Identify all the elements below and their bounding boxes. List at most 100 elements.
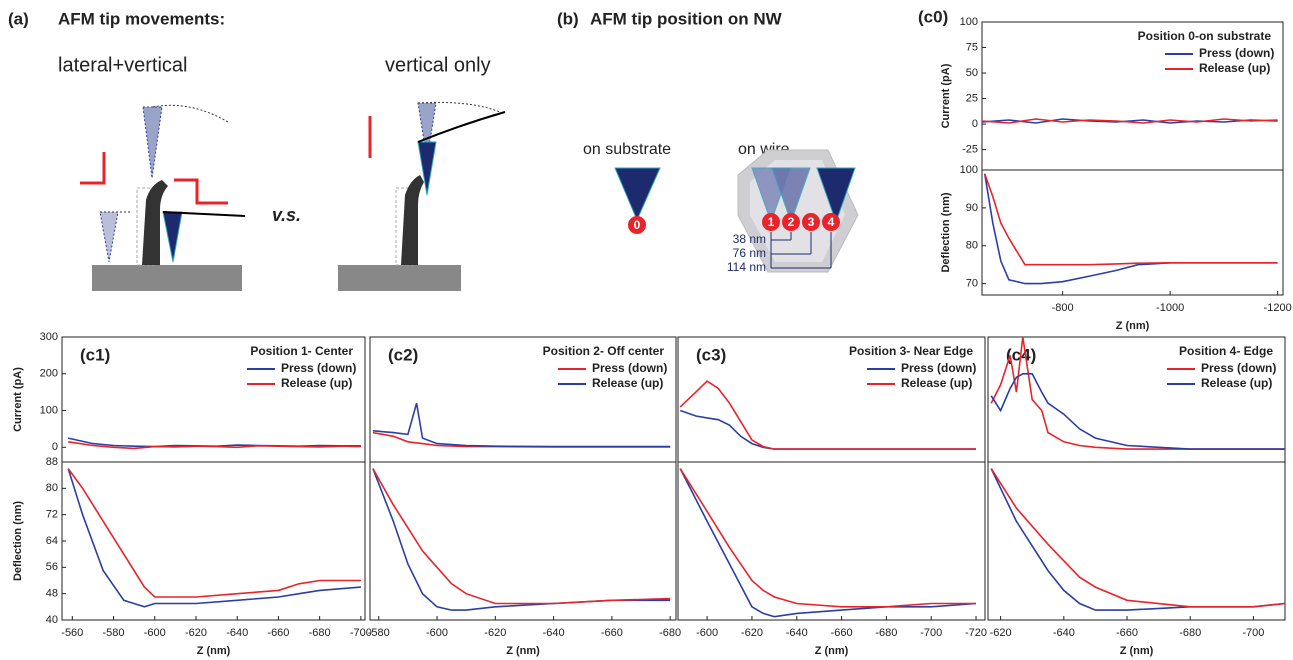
caption: lateral+vertical	[58, 54, 188, 76]
x-tick-label: -580	[368, 627, 390, 639]
legend-label: Release (up)	[281, 376, 352, 390]
x-axis-label: Z (nm)	[1120, 645, 1154, 657]
x-tick-label: -660	[831, 627, 853, 639]
panel-label: (a)	[8, 9, 29, 28]
x-tick-label: -620	[990, 627, 1012, 639]
diagram-left	[80, 104, 246, 291]
marker: 4	[828, 215, 835, 229]
diagram-right	[338, 101, 506, 291]
x-axis-label: Z (nm)	[506, 645, 540, 657]
data-line	[990, 468, 1286, 611]
y-tick-label: 80	[46, 482, 58, 494]
legend-title: Position 3- Near Edge	[849, 344, 973, 358]
y-tick-label: 48	[46, 588, 58, 600]
data-line	[372, 402, 671, 448]
y-tick-label: 64	[46, 535, 58, 547]
x-axis-label: Z (nm)	[815, 645, 849, 657]
versus: v.s.	[272, 205, 301, 225]
plot-frame	[981, 169, 1284, 296]
panel-label: (c2)	[388, 345, 418, 364]
caption: on substrate	[583, 141, 671, 158]
y-tick-label: 75	[966, 41, 978, 53]
x-tick-label: -640	[786, 627, 808, 639]
legend-label: Press (down)	[281, 361, 356, 375]
legend-label: Press (down)	[1199, 46, 1274, 60]
x-tick-label: -700	[350, 627, 372, 639]
data-line	[983, 173, 1278, 285]
y-tick-label: 80	[966, 240, 978, 252]
data-line	[679, 468, 977, 618]
legend-label: Release (up)	[1201, 376, 1272, 390]
y-tick-label: 25	[966, 92, 978, 104]
x-tick-label: -720	[965, 627, 987, 639]
x-tick-label: -800	[1052, 302, 1074, 314]
y-tick-label: 200	[40, 368, 58, 380]
data-line	[990, 373, 1285, 450]
y-tick-label: 0	[972, 118, 978, 130]
y-tick-label: 56	[46, 561, 58, 573]
data-line	[372, 468, 671, 605]
plot-frame	[987, 461, 1286, 621]
panel-label: (c0)	[918, 7, 948, 26]
data-line	[372, 431, 671, 448]
data-line	[679, 468, 976, 608]
y-tick-label: 100	[960, 164, 978, 176]
legend-title: Position 4- Edge	[1179, 344, 1273, 358]
data-line	[679, 380, 976, 450]
x-tick-label: -640	[543, 627, 565, 639]
x-axis-label: Z (nm)	[1116, 320, 1150, 332]
x-tick-label: -660	[267, 627, 289, 639]
panel-label: (c1)	[80, 345, 110, 364]
y-axis-label: Current (pA)	[12, 367, 24, 432]
x-tick-label: -640	[1053, 627, 1075, 639]
legend-label: Release (up)	[1199, 61, 1270, 75]
x-tick-label: -620	[741, 627, 763, 639]
legend-title: Position 2- Off center	[543, 344, 665, 358]
marker: 1	[768, 215, 775, 229]
y-tick-label: 40	[46, 614, 58, 626]
legend-title: Position 0-on substrate	[1138, 29, 1272, 43]
legend-label: Press (down)	[592, 361, 667, 375]
x-tick-label: -1200	[1264, 302, 1292, 314]
y-tick-label: 90	[966, 202, 978, 214]
x-tick-label: -600	[144, 627, 166, 639]
data-line	[67, 468, 361, 598]
x-tick-label: -660	[601, 627, 623, 639]
plot-frame	[981, 21, 1284, 171]
y-tick-label: 0	[52, 441, 58, 453]
plot-frame	[677, 461, 986, 621]
x-tick-label: -680	[659, 627, 681, 639]
x-tick-label: -680	[875, 627, 897, 639]
legend-label: Release (up)	[901, 376, 972, 390]
data-line	[983, 173, 1278, 266]
marker: 2	[788, 215, 795, 229]
y-tick-label: -25	[962, 143, 978, 155]
y-tick-label: 100	[40, 404, 58, 416]
x-tick-label: -580	[103, 627, 125, 639]
marker: 0	[634, 218, 641, 232]
x-tick-label: -600	[696, 627, 718, 639]
x-tick-label: -700	[920, 627, 942, 639]
marker: 3	[808, 215, 815, 229]
x-tick-label: -560	[61, 627, 83, 639]
data-line	[981, 118, 1278, 124]
y-tick-label: 72	[46, 509, 58, 521]
data-line	[372, 468, 671, 611]
plot-frame	[369, 461, 677, 621]
data-line	[68, 437, 361, 448]
panel-label: (c3)	[696, 345, 726, 364]
x-tick-label: -680	[309, 627, 331, 639]
nanowire-diagram	[614, 149, 859, 273]
data-line	[67, 468, 361, 608]
y-axis-label: Deflection (nm)	[12, 501, 24, 581]
y-axis-label: Current (pA)	[940, 63, 952, 128]
panel-title: AFM tip movements:	[58, 9, 225, 28]
data-line	[68, 441, 361, 450]
data-line	[679, 409, 976, 450]
x-tick-label: -640	[226, 627, 248, 639]
y-axis-label: Deflection (nm)	[940, 192, 952, 272]
caption: vertical only	[385, 54, 491, 76]
x-tick-label: -680	[1179, 627, 1201, 639]
panel-label: (b)	[557, 9, 579, 28]
